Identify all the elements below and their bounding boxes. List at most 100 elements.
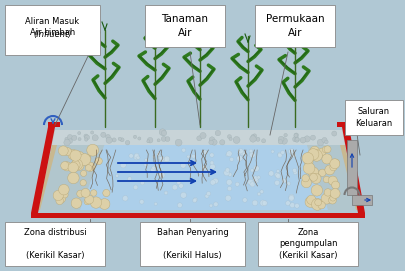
- Circle shape: [322, 146, 329, 153]
- Circle shape: [68, 162, 79, 173]
- Circle shape: [300, 137, 306, 143]
- Circle shape: [260, 200, 266, 206]
- Circle shape: [253, 176, 258, 181]
- Text: Zona distribusi

(Kerikil Kasar): Zona distribusi (Kerikil Kasar): [23, 228, 86, 260]
- Circle shape: [262, 139, 266, 143]
- Circle shape: [68, 172, 79, 184]
- Circle shape: [210, 180, 215, 185]
- Circle shape: [277, 170, 279, 173]
- Circle shape: [56, 197, 64, 205]
- Circle shape: [249, 149, 253, 153]
- Circle shape: [258, 192, 261, 196]
- Circle shape: [159, 172, 165, 178]
- FancyBboxPatch shape: [140, 222, 245, 266]
- Circle shape: [75, 151, 84, 160]
- Circle shape: [187, 155, 190, 158]
- Circle shape: [145, 158, 148, 162]
- Circle shape: [227, 186, 232, 191]
- Circle shape: [150, 167, 155, 172]
- Circle shape: [325, 165, 335, 175]
- Circle shape: [225, 168, 230, 172]
- Circle shape: [260, 190, 264, 193]
- Circle shape: [147, 137, 153, 143]
- Circle shape: [160, 156, 164, 161]
- Circle shape: [281, 138, 288, 144]
- Circle shape: [330, 164, 337, 171]
- Circle shape: [179, 183, 183, 188]
- Circle shape: [235, 182, 239, 186]
- Circle shape: [182, 148, 185, 152]
- Circle shape: [125, 140, 130, 145]
- Circle shape: [209, 140, 213, 145]
- Circle shape: [257, 176, 260, 179]
- Circle shape: [99, 199, 110, 209]
- Text: Tanaman
Air: Tanaman Air: [162, 14, 209, 38]
- Circle shape: [310, 173, 318, 181]
- Circle shape: [85, 135, 90, 140]
- Circle shape: [311, 135, 315, 140]
- Circle shape: [318, 201, 325, 209]
- Circle shape: [62, 192, 68, 198]
- Circle shape: [310, 146, 320, 156]
- Circle shape: [133, 185, 138, 189]
- Circle shape: [278, 152, 282, 156]
- Circle shape: [289, 149, 294, 154]
- Polygon shape: [302, 130, 358, 210]
- Circle shape: [177, 203, 182, 208]
- Circle shape: [81, 188, 90, 198]
- Circle shape: [164, 156, 170, 162]
- Circle shape: [226, 179, 232, 185]
- FancyBboxPatch shape: [255, 5, 335, 47]
- Circle shape: [85, 195, 94, 204]
- Circle shape: [251, 135, 255, 138]
- Polygon shape: [342, 127, 365, 213]
- Circle shape: [287, 182, 290, 185]
- Polygon shape: [38, 130, 110, 210]
- Circle shape: [307, 149, 319, 160]
- Circle shape: [157, 152, 160, 155]
- FancyBboxPatch shape: [345, 100, 403, 135]
- Circle shape: [290, 203, 295, 208]
- Circle shape: [200, 133, 206, 139]
- Text: Saluran
Keluaran: Saluran Keluaran: [355, 107, 392, 128]
- Circle shape: [307, 195, 316, 205]
- Bar: [337, 122, 349, 127]
- Circle shape: [292, 168, 296, 172]
- Circle shape: [90, 197, 102, 208]
- Circle shape: [224, 170, 230, 176]
- Circle shape: [95, 157, 102, 165]
- Circle shape: [323, 176, 330, 183]
- Circle shape: [75, 161, 84, 170]
- Circle shape: [209, 137, 215, 143]
- Circle shape: [192, 154, 196, 158]
- Circle shape: [324, 189, 332, 196]
- Circle shape: [81, 170, 87, 176]
- Circle shape: [318, 148, 326, 156]
- Circle shape: [248, 179, 254, 185]
- Circle shape: [308, 167, 319, 178]
- Circle shape: [250, 169, 254, 172]
- Circle shape: [70, 150, 81, 161]
- Circle shape: [59, 184, 69, 195]
- FancyBboxPatch shape: [5, 222, 105, 266]
- Circle shape: [72, 159, 83, 170]
- Circle shape: [180, 163, 186, 168]
- Circle shape: [281, 151, 285, 154]
- Circle shape: [84, 198, 91, 205]
- Circle shape: [210, 153, 214, 157]
- Circle shape: [151, 168, 156, 172]
- Circle shape: [140, 199, 144, 204]
- Circle shape: [278, 140, 283, 144]
- Circle shape: [282, 178, 286, 183]
- Circle shape: [58, 146, 68, 156]
- Circle shape: [305, 196, 316, 207]
- Circle shape: [333, 159, 339, 166]
- Circle shape: [242, 152, 245, 155]
- Circle shape: [158, 173, 162, 176]
- Circle shape: [207, 192, 211, 196]
- Circle shape: [275, 180, 279, 185]
- Circle shape: [328, 196, 337, 204]
- Circle shape: [106, 134, 110, 139]
- Circle shape: [213, 178, 218, 184]
- Circle shape: [120, 162, 126, 168]
